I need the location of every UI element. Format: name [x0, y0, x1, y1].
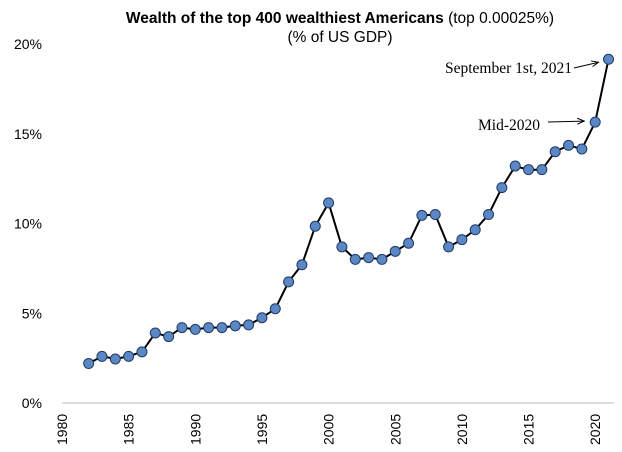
- chart-title-bold: Wealth of the top 400 wealthiest America…: [126, 10, 444, 27]
- data-point: [509, 160, 521, 172]
- x-tick-label: 1980: [54, 414, 70, 445]
- x-tick-label: 2010: [454, 414, 470, 445]
- data-point: [163, 331, 175, 343]
- data-point: [123, 350, 135, 362]
- data-point: [376, 253, 388, 265]
- x-tick-label: 1995: [254, 414, 270, 445]
- x-tick-label: 2005: [387, 414, 403, 445]
- data-point: [549, 146, 561, 158]
- data-point: [216, 322, 228, 334]
- data-point: [309, 220, 321, 232]
- y-tick-label: 5%: [22, 305, 42, 321]
- data-point: [349, 253, 361, 265]
- data-point: [149, 327, 161, 339]
- x-tick-label: 2000: [321, 414, 337, 445]
- data-point: [523, 164, 535, 176]
- y-tick-label: 15%: [14, 126, 42, 142]
- data-point: [269, 303, 281, 315]
- data-point: [283, 276, 295, 288]
- data-point: [589, 116, 601, 128]
- x-tick-label: 2020: [587, 414, 603, 445]
- data-point: [256, 312, 268, 324]
- data-point: [189, 323, 201, 335]
- data-point: [176, 322, 188, 334]
- data-point: [429, 209, 441, 221]
- chart-title: Wealth of the top 400 wealthiest America…: [126, 10, 554, 27]
- annotation-arrow: [573, 62, 599, 69]
- annotation-label: Mid-2020: [478, 117, 540, 134]
- y-tick-label: 0%: [22, 395, 42, 411]
- data-point: [83, 358, 95, 370]
- x-tick-label: 1985: [121, 414, 137, 445]
- data-point: [469, 224, 481, 236]
- data-point: [96, 350, 108, 362]
- chart-title-rest: (top 0.00025%): [444, 10, 554, 27]
- x-tick-label: 2015: [521, 414, 537, 445]
- data-point: [443, 241, 455, 253]
- data-point: [563, 139, 575, 151]
- data-point: [403, 237, 415, 249]
- y-tick-label: 20%: [14, 36, 42, 52]
- data-point: [603, 53, 615, 65]
- data-point: [483, 209, 495, 221]
- x-tick-label: 1990: [187, 414, 203, 445]
- data-point: [336, 241, 348, 253]
- annotation-label: September 1st, 2021: [445, 60, 572, 77]
- chart-subtitle: (% of US GDP): [287, 29, 392, 46]
- data-point: [456, 234, 468, 246]
- data-point: [576, 143, 588, 155]
- data-point: [323, 197, 335, 209]
- data-point: [203, 322, 215, 334]
- series-line: [88, 59, 610, 365]
- data-point: [296, 259, 308, 271]
- data-point: [109, 353, 121, 365]
- data-point: [389, 245, 401, 257]
- data-point: [363, 252, 375, 264]
- data-point: [496, 182, 508, 194]
- y-tick-label: 10%: [14, 216, 42, 232]
- data-point: [229, 320, 241, 332]
- data-point: [416, 209, 428, 221]
- data-point: [243, 319, 255, 331]
- data-point: [536, 164, 548, 176]
- annotation-arrow: [547, 121, 584, 122]
- data-point: [136, 346, 148, 358]
